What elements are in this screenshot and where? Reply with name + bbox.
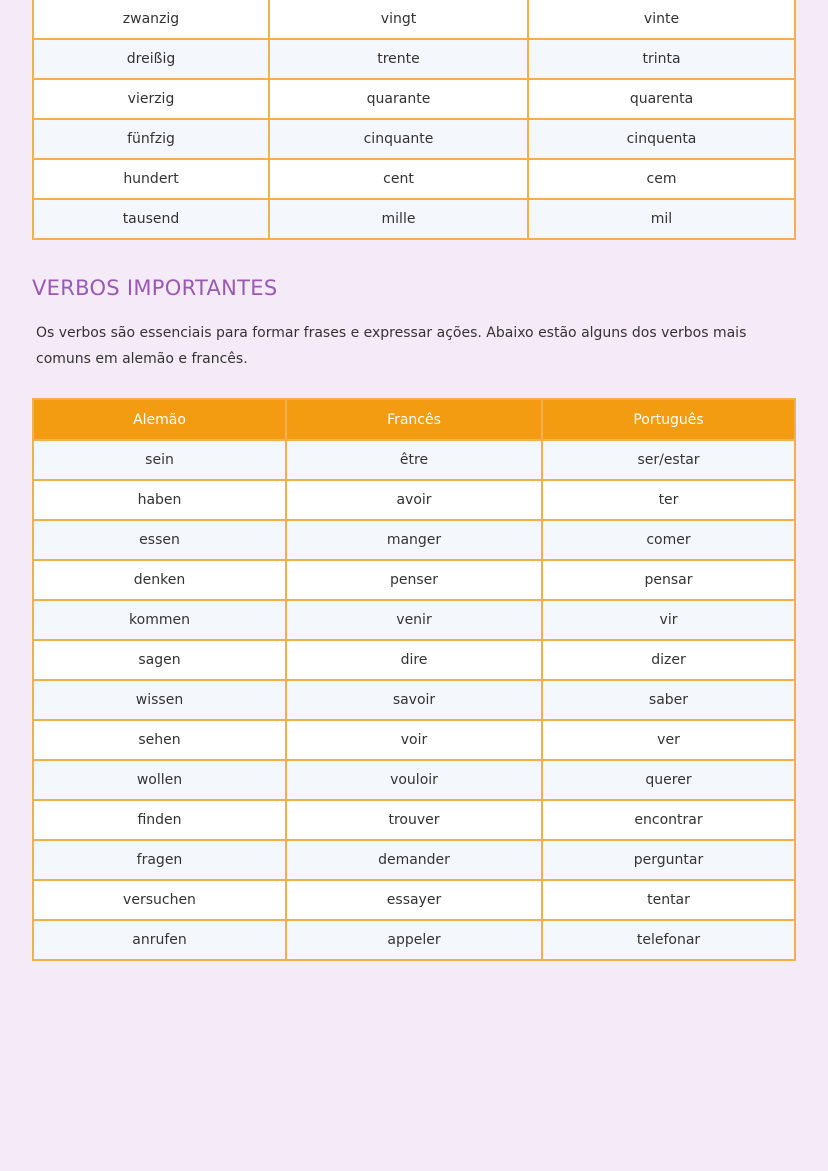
table-row: denken penser pensar <box>32 559 796 601</box>
table-row: zwanzig vingt vinte <box>32 0 796 40</box>
cell-german: essen <box>32 519 287 561</box>
cell-german: sehen <box>32 719 287 761</box>
cell-french: essayer <box>285 879 543 921</box>
header-portuguese: Português <box>541 398 796 441</box>
cell-french: savoir <box>285 679 543 721</box>
cell-french: voir <box>285 719 543 761</box>
cell-french: être <box>285 439 543 481</box>
cell-french: vingt <box>268 0 529 40</box>
cell-french: cent <box>268 158 529 200</box>
verbs-table: Alemão Francês Português sein être ser/est… <box>32 398 796 961</box>
table-row: sehen voir ver <box>32 719 796 761</box>
cell-german: wollen <box>32 759 287 801</box>
cell-portuguese: dizer <box>541 639 796 681</box>
cell-german: dreißig <box>32 38 270 80</box>
cell-portuguese: pensar <box>541 559 796 601</box>
cell-german: haben <box>32 479 287 521</box>
cell-portuguese: telefonar <box>541 919 796 961</box>
cell-french: avoir <box>285 479 543 521</box>
table-header-row: Alemão Francês Português <box>32 398 796 441</box>
cell-french: mille <box>268 198 529 240</box>
cell-german: sagen <box>32 639 287 681</box>
cell-portuguese: mil <box>527 198 796 240</box>
table-row: versuchen essayer tentar <box>32 879 796 921</box>
cell-french: quarante <box>268 78 529 120</box>
cell-french: cinquante <box>268 118 529 160</box>
table-row: sein être ser/estar <box>32 439 796 481</box>
table-row: haben avoir ter <box>32 479 796 521</box>
table-row: wissen savoir saber <box>32 679 796 721</box>
table-row: fragen demander perguntar <box>32 839 796 881</box>
cell-portuguese: cem <box>527 158 796 200</box>
cell-french: venir <box>285 599 543 641</box>
table-row: essen manger comer <box>32 519 796 561</box>
cell-german: tausend <box>32 198 270 240</box>
cell-french: trente <box>268 38 529 80</box>
section-title: VERBOS IMPORTANTES <box>32 276 278 300</box>
cell-german: zwanzig <box>32 0 270 40</box>
cell-portuguese: ser/estar <box>541 439 796 481</box>
table-row: hundert cent cem <box>32 158 796 200</box>
numbers-table: zwanzig vingt vinte dreißig trente trinta vier… <box>32 0 796 240</box>
cell-german: versuchen <box>32 879 287 921</box>
cell-german: vierzig <box>32 78 270 120</box>
cell-portuguese: tentar <box>541 879 796 921</box>
cell-portuguese: saber <box>541 679 796 721</box>
cell-portuguese: vinte <box>527 0 796 40</box>
cell-french: appeler <box>285 919 543 961</box>
cell-french: trouver <box>285 799 543 841</box>
table-row: wollen vouloir querer <box>32 759 796 801</box>
cell-portuguese: perguntar <box>541 839 796 881</box>
cell-german: sein <box>32 439 287 481</box>
header-french: Francês <box>285 398 543 441</box>
section-intro: Os verbos são essenciais para formar fra… <box>36 325 747 367</box>
cell-portuguese: querer <box>541 759 796 801</box>
cell-german: denken <box>32 559 287 601</box>
table-row: anrufen appeler telefonar <box>32 919 796 961</box>
table-row: dreißig trente trinta <box>32 38 796 80</box>
cell-portuguese: ter <box>541 479 796 521</box>
cell-portuguese: quarenta <box>527 78 796 120</box>
table-row: tausend mille mil <box>32 198 796 240</box>
cell-french: penser <box>285 559 543 601</box>
header-german: Alemão <box>32 398 287 441</box>
cell-german: hundert <box>32 158 270 200</box>
cell-german: fünfzig <box>32 118 270 160</box>
cell-portuguese: trinta <box>527 38 796 80</box>
cell-portuguese: ver <box>541 719 796 761</box>
cell-french: manger <box>285 519 543 561</box>
cell-french: demander <box>285 839 543 881</box>
cell-german: finden <box>32 799 287 841</box>
cell-french: vouloir <box>285 759 543 801</box>
cell-german: fragen <box>32 839 287 881</box>
table-row: finden trouver encontrar <box>32 799 796 841</box>
cell-portuguese: cinquenta <box>527 118 796 160</box>
cell-portuguese: encontrar <box>541 799 796 841</box>
cell-german: kommen <box>32 599 287 641</box>
table-row: vierzig quarante quarenta <box>32 78 796 120</box>
cell-german: anrufen <box>32 919 287 961</box>
cell-portuguese: comer <box>541 519 796 561</box>
cell-german: wissen <box>32 679 287 721</box>
cell-french: dire <box>285 639 543 681</box>
table-row: fünfzig cinquante cinquenta <box>32 118 796 160</box>
table-row: kommen venir vir <box>32 599 796 641</box>
cell-portuguese: vir <box>541 599 796 641</box>
table-row: sagen dire dizer <box>32 639 796 681</box>
